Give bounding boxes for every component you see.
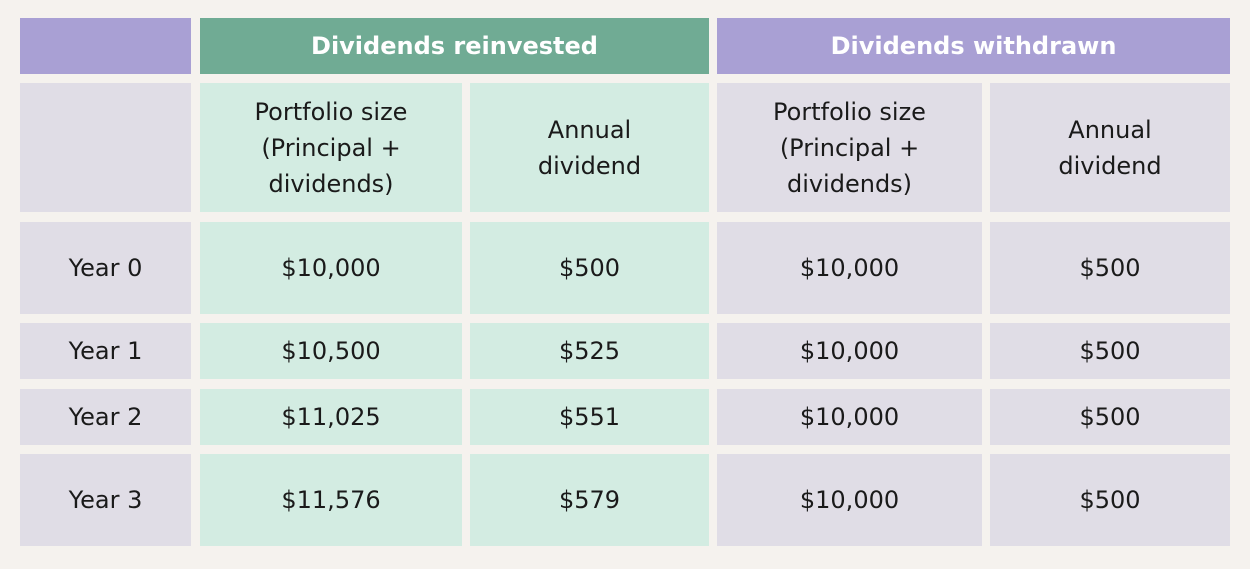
year-1-withdrawn-dividend: $500 xyxy=(990,323,1230,379)
year-3-withdrawn-portfolio: $10,000 xyxy=(717,454,982,546)
year-3-reinvested-dividend: $579 xyxy=(470,454,709,546)
year-0-reinvested-dividend: $500 xyxy=(470,222,709,314)
row-label-year-3: Year 3 xyxy=(20,454,191,546)
group-header-withdrawn: Dividends withdrawn xyxy=(717,18,1230,74)
group-header-reinvested: Dividends reinvested xyxy=(200,18,709,74)
row-label-year-0: Year 0 xyxy=(20,222,191,314)
row-label-header-cell xyxy=(20,83,191,212)
column-header-withdrawn-dividend: Annual dividend xyxy=(990,83,1230,212)
year-1-withdrawn-portfolio: $10,000 xyxy=(717,323,982,379)
year-3-withdrawn-dividend: $500 xyxy=(990,454,1230,546)
column-header-reinvested-dividend: Annual dividend xyxy=(470,83,709,212)
year-3-reinvested-portfolio: $11,576 xyxy=(200,454,462,546)
year-2-reinvested-portfolio: $11,025 xyxy=(200,389,462,445)
corner-header-cell xyxy=(20,18,191,74)
year-2-withdrawn-dividend: $500 xyxy=(990,389,1230,445)
year-0-withdrawn-dividend: $500 xyxy=(990,222,1230,314)
row-label-year-1: Year 1 xyxy=(20,323,191,379)
row-label-year-2: Year 2 xyxy=(20,389,191,445)
year-1-reinvested-dividend: $525 xyxy=(470,323,709,379)
year-2-withdrawn-portfolio: $10,000 xyxy=(717,389,982,445)
year-0-withdrawn-portfolio: $10,000 xyxy=(717,222,982,314)
year-1-reinvested-portfolio: $10,500 xyxy=(200,323,462,379)
column-header-reinvested-portfolio: Portfolio size (Principal + dividends) xyxy=(200,83,462,212)
column-header-withdrawn-portfolio: Portfolio size (Principal + dividends) xyxy=(717,83,982,212)
year-0-reinvested-portfolio: $10,000 xyxy=(200,222,462,314)
year-2-reinvested-dividend: $551 xyxy=(470,389,709,445)
